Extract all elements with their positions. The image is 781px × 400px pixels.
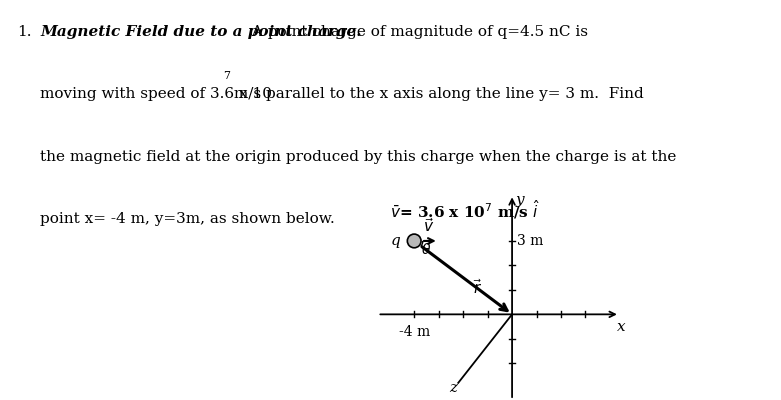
Text: $\theta$: $\theta$	[421, 242, 432, 257]
Text: the magnetic field at the origin produced by this charge when the charge is at t: the magnetic field at the origin produce…	[41, 150, 676, 164]
Text: y: y	[515, 193, 524, 207]
Circle shape	[408, 234, 421, 248]
Text: $\vec{v}$: $\vec{v}$	[423, 217, 434, 235]
Text: A point charge of magnitude of q=4.5 nC is: A point charge of magnitude of q=4.5 nC …	[248, 25, 589, 39]
Text: 3 m: 3 m	[517, 234, 544, 248]
Text: 7: 7	[223, 71, 230, 81]
Text: $\vec{r}$: $\vec{r}$	[473, 278, 483, 296]
Text: m/s parallel to the x axis along the line y= 3 m.  Find: m/s parallel to the x axis along the lin…	[229, 87, 644, 101]
Text: q: q	[390, 234, 400, 248]
Text: z: z	[449, 381, 458, 395]
Text: 1.: 1.	[17, 25, 31, 39]
Text: moving with speed of 3.6 x 10: moving with speed of 3.6 x 10	[41, 87, 273, 101]
Text: Magnetic Field due to a point charge.: Magnetic Field due to a point charge.	[41, 25, 362, 39]
Text: -4 m: -4 m	[398, 325, 430, 339]
Text: $\bar{v}$= 3.6 x 10$^7$ m/s $\hat{i}$: $\bar{v}$= 3.6 x 10$^7$ m/s $\hat{i}$	[390, 198, 540, 220]
Text: x: x	[617, 320, 626, 334]
Text: point x= -4 m, y=3m, as shown below.: point x= -4 m, y=3m, as shown below.	[41, 212, 335, 226]
